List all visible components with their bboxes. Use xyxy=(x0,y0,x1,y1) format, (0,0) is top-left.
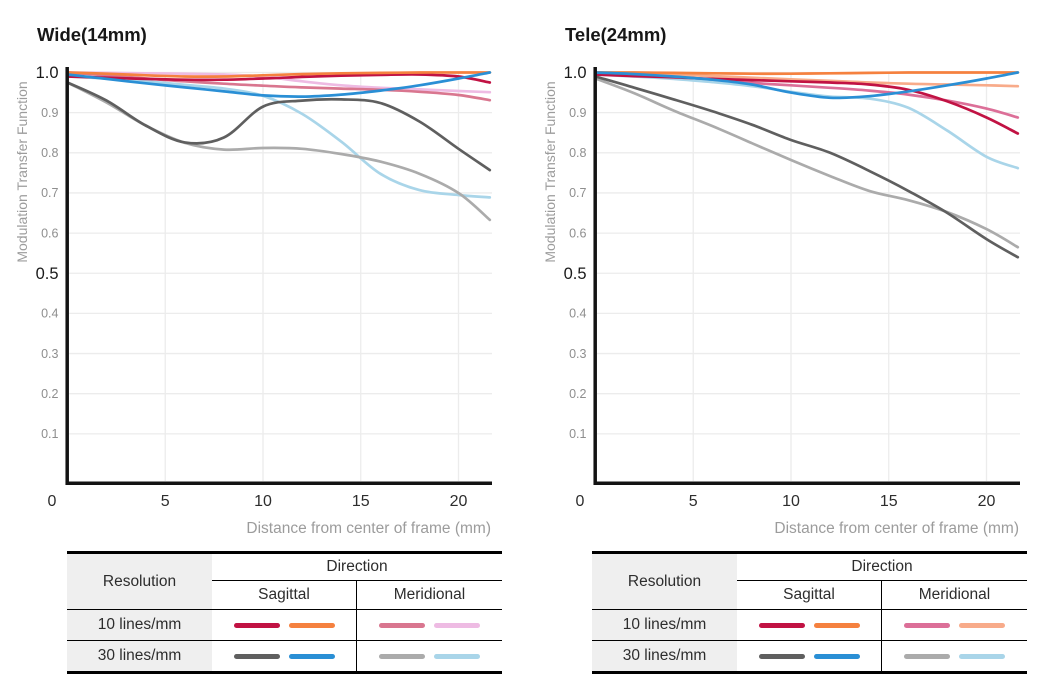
y-tick-label: 0.2 xyxy=(41,387,58,401)
mtf-curve xyxy=(594,71,1020,76)
legend-resolution-header: Resolution xyxy=(67,554,212,610)
chart-title: Wide(14mm) xyxy=(37,24,147,45)
y-tick-label: 0.8 xyxy=(41,146,58,160)
line-swatch-orange xyxy=(813,622,860,628)
legend-meridional-header: Meridional xyxy=(357,581,502,610)
y-tick-label: 0.7 xyxy=(569,186,586,200)
line-swatch-pale-pink xyxy=(434,622,480,628)
line-swatch-crimson xyxy=(758,622,805,628)
gridlines xyxy=(597,71,1020,481)
legend-resolution-header: Resolution xyxy=(592,554,737,610)
line-swatch-blue xyxy=(813,653,860,659)
x-tick-label: 20 xyxy=(978,493,996,510)
legend-row-label-30lpmm: 30 lines/mm xyxy=(592,641,737,671)
line-swatch-gray xyxy=(379,653,425,659)
y-tick-label: 0.6 xyxy=(569,226,586,240)
y-tick-label: 0.3 xyxy=(569,347,586,361)
y-tick-label: 0.9 xyxy=(569,106,586,120)
curves xyxy=(66,71,492,222)
line-swatch-crimson xyxy=(233,622,280,628)
line-swatch-dark-gray xyxy=(758,653,805,659)
x-tick-label: 20 xyxy=(450,493,468,510)
legend-swatches-30-sagittal xyxy=(737,641,882,671)
y-tick-label: 0.6 xyxy=(41,226,58,240)
line-swatch-gray xyxy=(904,653,950,659)
mtf-curve xyxy=(594,73,1020,170)
y-tick-label: 0.4 xyxy=(569,307,586,321)
x-tick-label: 10 xyxy=(782,493,800,510)
legend-meridional-header: Meridional xyxy=(882,581,1027,610)
y-tick-label: 0.4 xyxy=(41,307,58,321)
mtf-chart-tele: 0.1 0.2 0.3 0.4 0.5 0.6 0.7 0.8 0.9 1.0 0 5 10 15 20 Di… xyxy=(542,24,1020,537)
legend-table-tele: Resolution Direction Sagittal Meridional… xyxy=(592,551,1027,674)
y-axis-title: Modulation Transfer Function xyxy=(14,81,30,262)
line-swatch-light-salmon xyxy=(959,622,1005,628)
line-swatch-dark-gray xyxy=(233,653,280,659)
mtf-curve xyxy=(594,71,1020,100)
x-tick-label: 15 xyxy=(352,493,370,510)
line-swatch-light-blue xyxy=(959,653,1005,659)
mtf-chart-wide: 0.1 0.2 0.3 0.4 0.5 0.6 0.7 0.8 0.9 1.0 0 5 10 15 20 Di… xyxy=(14,24,492,537)
legend-direction-header: Direction xyxy=(212,554,502,581)
chart-title: Tele(24mm) xyxy=(565,24,666,45)
legend-row-label-10lpmm: 10 lines/mm xyxy=(67,610,212,641)
legend-swatches-10-meridional xyxy=(882,610,1027,641)
y-tick-label: 0.9 xyxy=(41,106,58,120)
legend-sagittal-header: Sagittal xyxy=(737,581,882,610)
y-tick-label: 0.5 xyxy=(36,265,59,283)
x-tick-label: 15 xyxy=(880,493,898,510)
axes xyxy=(593,67,1020,485)
x-tick-label: 5 xyxy=(161,493,170,510)
legend-swatches-10-sagittal xyxy=(212,610,357,641)
x-axis-title: Distance from center of frame (mm) xyxy=(246,520,491,537)
y-tick-label: 1.0 xyxy=(564,64,587,82)
mtf-curve xyxy=(66,81,492,172)
y-tick-label: 0.1 xyxy=(569,427,586,441)
x-tick-label: 5 xyxy=(689,493,698,510)
legend-row-label-10lpmm: 10 lines/mm xyxy=(592,610,737,641)
y-tick-label: 0.8 xyxy=(569,146,586,160)
axes xyxy=(65,67,492,485)
legend-sagittal-header: Sagittal xyxy=(212,581,357,610)
legend-swatches-30-sagittal xyxy=(212,641,357,671)
mtf-curve xyxy=(594,75,1020,259)
line-swatch-pink xyxy=(904,622,950,628)
line-swatch-blue xyxy=(288,653,335,659)
y-tick-label: 0.5 xyxy=(564,265,587,283)
y-tick-label: 0.2 xyxy=(569,387,586,401)
x-tick-label: 0 xyxy=(48,493,57,510)
mtf-curve xyxy=(66,75,492,199)
y-tick-label: 0.3 xyxy=(41,347,58,361)
mtf-curve xyxy=(66,73,492,84)
gridlines xyxy=(69,71,492,481)
legend-swatches-30-meridional xyxy=(882,641,1027,671)
line-swatch-orange xyxy=(288,622,335,628)
mtf-curve xyxy=(594,77,1020,249)
line-swatch-pink xyxy=(379,622,425,628)
mtf-curve xyxy=(66,71,492,98)
curves xyxy=(594,71,1020,259)
legend-swatches-30-meridional xyxy=(357,641,502,671)
x-tick-label: 10 xyxy=(254,493,272,510)
legend-swatches-10-meridional xyxy=(357,610,502,641)
y-tick-label: 0.1 xyxy=(41,427,58,441)
x-axis-title: Distance from center of frame (mm) xyxy=(774,520,1019,537)
y-tick-label: 1.0 xyxy=(36,64,59,82)
legend-row-label-30lpmm: 30 lines/mm xyxy=(67,641,212,671)
y-axis-title: Modulation Transfer Function xyxy=(542,81,558,262)
legend-swatches-10-sagittal xyxy=(737,610,882,641)
legend-direction-header: Direction xyxy=(737,554,1027,581)
x-tick-label: 0 xyxy=(576,493,585,510)
line-swatch-light-blue xyxy=(434,653,480,659)
mtf-curve xyxy=(66,71,492,78)
legend-table-wide: Resolution Direction Sagittal Meridional… xyxy=(67,551,502,674)
y-tick-label: 0.7 xyxy=(41,186,58,200)
